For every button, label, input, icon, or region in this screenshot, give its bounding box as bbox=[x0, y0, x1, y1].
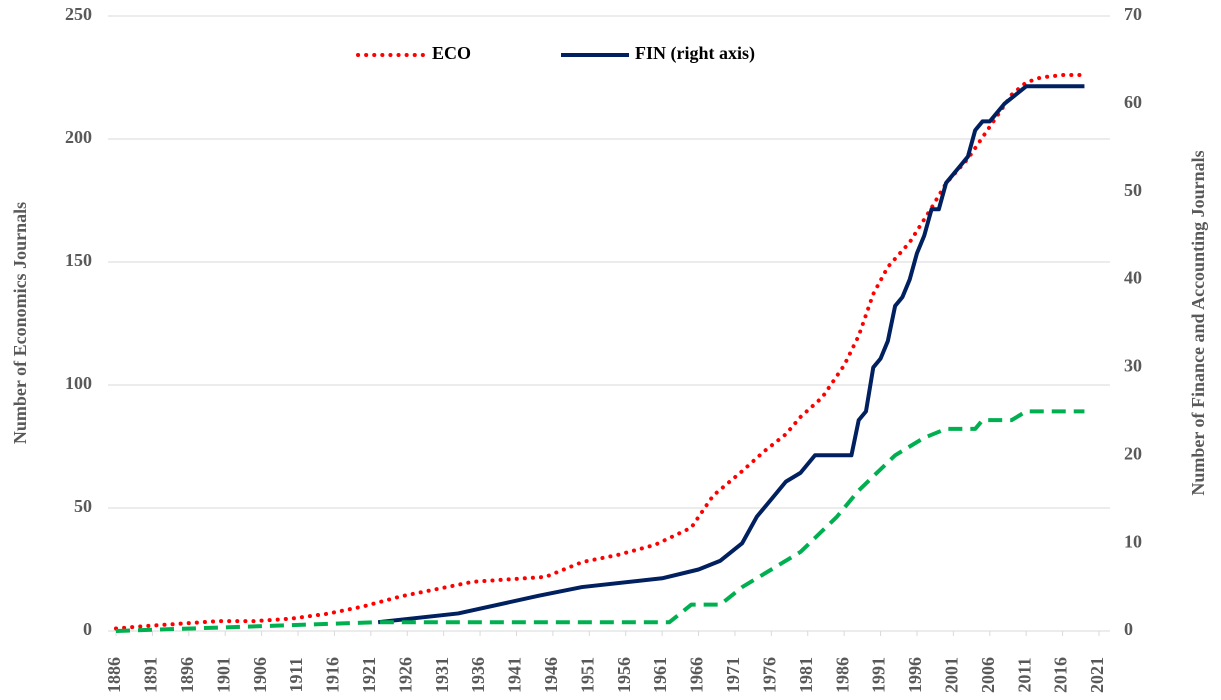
x-tick-label: 1916 bbox=[323, 657, 343, 693]
x-tick-label: 1971 bbox=[723, 657, 743, 693]
x-tick-label: 1941 bbox=[505, 657, 525, 693]
y-tick-label: 50 bbox=[74, 496, 92, 516]
x-tick-label: 2001 bbox=[941, 657, 961, 693]
y-tick-label: 0 bbox=[83, 619, 92, 639]
x-tick-label: 1901 bbox=[213, 657, 233, 693]
y2-tick-label: 20 bbox=[1124, 443, 1142, 463]
x-tick-label: 1956 bbox=[614, 657, 634, 693]
x-tick-label: 1961 bbox=[650, 657, 670, 693]
y2-tick-label: 40 bbox=[1124, 268, 1142, 288]
y-tick-label: 100 bbox=[65, 373, 92, 393]
x-tick-label: 1976 bbox=[759, 657, 779, 693]
y-axis-label: Number of Economics Journals bbox=[10, 202, 30, 444]
y2-tick-label: 60 bbox=[1124, 92, 1142, 112]
x-tick-label: 2021 bbox=[1087, 657, 1107, 693]
x-tick-label: 1911 bbox=[286, 657, 306, 692]
y2-tick-label: 0 bbox=[1124, 619, 1133, 639]
y2-tick-label: 10 bbox=[1124, 531, 1142, 551]
x-tick-label: 2016 bbox=[1051, 657, 1071, 693]
x-tick-label: 1966 bbox=[687, 657, 707, 693]
x-tick-label: 1926 bbox=[395, 657, 415, 693]
x-tick-label: 1991 bbox=[869, 657, 889, 693]
x-tick-label: 2006 bbox=[978, 657, 998, 693]
x-tick-label: 1906 bbox=[250, 657, 270, 693]
y2-axis-label: Number of Finance and Accounting Journal… bbox=[1188, 150, 1208, 495]
y2-tick-label: 50 bbox=[1124, 180, 1142, 200]
legend-label: FIN (right axis) bbox=[635, 43, 755, 64]
x-tick-label: 2011 bbox=[1014, 657, 1034, 692]
legend-label: ECO bbox=[432, 43, 471, 63]
x-tick-label: 1996 bbox=[905, 657, 925, 693]
x-tick-label: 1946 bbox=[541, 657, 561, 693]
x-tick-label: 1981 bbox=[796, 657, 816, 693]
series-line bbox=[115, 409, 1085, 633]
y-tick-label: 200 bbox=[65, 127, 92, 147]
x-tick-label: 1986 bbox=[832, 657, 852, 693]
x-tick-label: 1936 bbox=[468, 657, 488, 693]
x-tick-label: 1891 bbox=[141, 657, 161, 693]
x-tick-label: 1886 bbox=[104, 657, 124, 693]
series-line bbox=[114, 73, 1087, 631]
x-tick-label: 1896 bbox=[177, 657, 197, 693]
y2-tick-label: 30 bbox=[1124, 356, 1142, 376]
y2-tick-label: 70 bbox=[1124, 4, 1142, 24]
x-tick-label: 1951 bbox=[577, 657, 597, 693]
series-line bbox=[377, 84, 1085, 625]
y-tick-label: 150 bbox=[65, 250, 92, 270]
x-tick-label: 1921 bbox=[359, 657, 379, 693]
x-tick-label: 1931 bbox=[432, 657, 452, 693]
y-tick-label: 250 bbox=[65, 4, 92, 24]
